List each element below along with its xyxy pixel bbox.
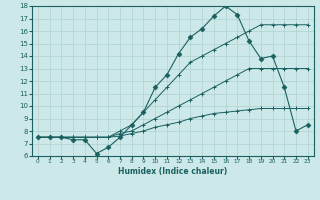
X-axis label: Humidex (Indice chaleur): Humidex (Indice chaleur): [118, 167, 228, 176]
